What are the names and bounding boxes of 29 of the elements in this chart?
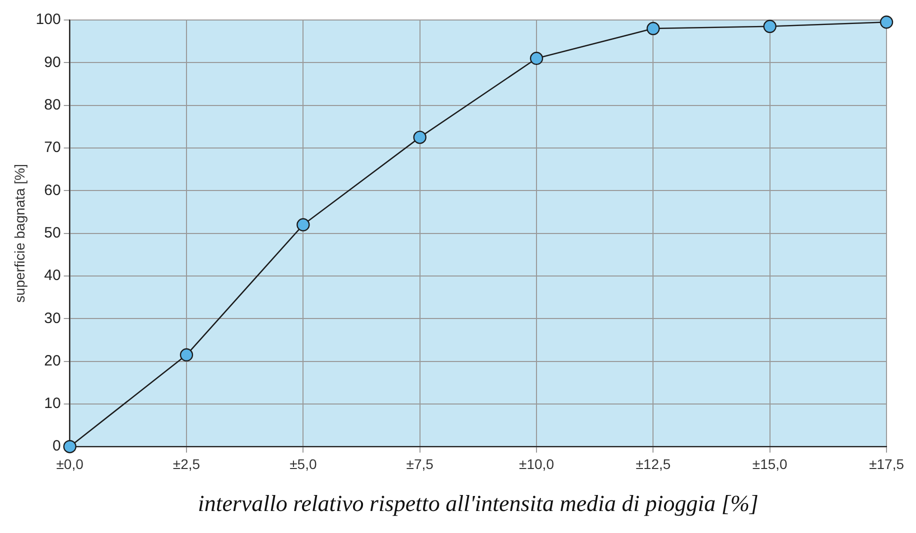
point — [296, 218, 310, 232]
point — [413, 130, 426, 144]
y-tick-label: 10 — [44, 395, 61, 412]
point — [646, 22, 660, 36]
y-tick-label: 50 — [44, 224, 61, 242]
point — [530, 52, 544, 65]
x-tick-label: ±0,0 — [56, 456, 84, 472]
y-tick-label: 60 — [44, 182, 61, 199]
y-tick-label: 100 — [36, 11, 61, 28]
point — [880, 16, 894, 29]
y-axis-title: superficie bagnata [%] — [11, 164, 28, 303]
y-tick-label: 70 — [44, 139, 61, 156]
x-tick-label: ±10,0 — [519, 456, 554, 472]
x-axis-title: intervallo relativo rispetto all'intensita media di pioggia [%] — [198, 491, 758, 516]
x-tick-label: ±5,0 — [290, 456, 317, 472]
point — [180, 348, 194, 362]
y-tick-label: 0 — [52, 438, 61, 455]
x-tick-label: ±12,5 — [636, 456, 671, 472]
x-tick-label: ±15,0 — [752, 456, 788, 472]
point — [763, 20, 776, 33]
y-tick-label: 90 — [44, 54, 61, 71]
y-tick-label: 80 — [44, 96, 61, 114]
y-tick-label: 40 — [44, 267, 61, 284]
point — [63, 440, 76, 454]
x-tick-label: ±2,5 — [172, 456, 200, 472]
y-tick-label: 30 — [44, 310, 61, 327]
y-tick-label: 20 — [44, 352, 61, 370]
x-tick-label: ±17,5 — [869, 456, 904, 472]
x-tick-label: ±7,5 — [406, 456, 434, 472]
